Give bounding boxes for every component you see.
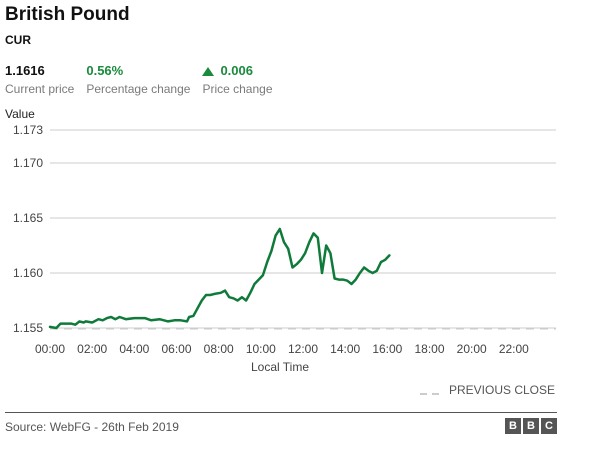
bbc-logo-letter: B <box>505 418 521 434</box>
y-tick-label: 1.173 <box>13 123 43 137</box>
x-tick-label: 20:00 <box>457 342 487 356</box>
percentage-change-value: 0.56% <box>86 63 124 78</box>
price-change-label: Price change <box>202 82 273 96</box>
x-tick-label: 14:00 <box>330 342 360 356</box>
price-series-line <box>48 227 391 330</box>
bbc-logo-letter: C <box>541 418 557 434</box>
bbc-logo-letter: B <box>523 418 539 434</box>
percentage-change-label: Percentage change <box>86 82 191 96</box>
currency-code: CUR <box>5 33 31 47</box>
current-price-label: Current price <box>5 82 75 96</box>
x-tick-label: 04:00 <box>119 342 149 356</box>
price-change: 0.006 Price change <box>202 63 273 97</box>
x-axis-title: Local Time <box>251 360 309 374</box>
x-tick-label: 02:00 <box>77 342 107 356</box>
y-tick-label: 1.165 <box>13 211 43 225</box>
price-stats: 1.1616 Current price 0.56% Percentage ch… <box>5 63 285 97</box>
current-price: 1.1616 Current price <box>5 63 74 97</box>
y-tick-label: 1.160 <box>13 266 43 280</box>
x-tick-label: 12:00 <box>288 342 318 356</box>
footer-divider <box>5 412 557 413</box>
price-chart: Value 1.173 1.170 1.165 1.160 1.155 00:00 02:00… <box>5 107 556 397</box>
y-tick-label: 1.170 <box>13 156 43 170</box>
triangle-up-icon <box>202 66 215 76</box>
percentage-change: 0.56% Percentage change <box>86 63 190 97</box>
x-tick-label: 10:00 <box>246 342 276 356</box>
y-axis-title: Value <box>5 107 35 121</box>
page-title: British Pound <box>5 4 130 25</box>
x-tick-label: 22:00 <box>499 342 529 356</box>
x-tick-label: 06:00 <box>161 342 191 356</box>
price-change-row: 0.006 <box>202 63 272 79</box>
source-text: Source: WebFG - 26th Feb 2019 <box>5 420 179 434</box>
x-tick-label: 18:00 <box>414 342 444 356</box>
x-tick-label: 08:00 <box>204 342 234 356</box>
price-change-value: 0.006 <box>220 63 253 78</box>
current-price-value: 1.1616 <box>5 63 45 78</box>
y-tick-label: 1.155 <box>13 321 43 335</box>
bbc-logo: B B C <box>503 418 557 434</box>
x-tick-label: 16:00 <box>372 342 402 356</box>
legend-label: PREVIOUS CLOSE <box>449 383 555 397</box>
x-tick-label: 00:00 <box>35 342 65 356</box>
